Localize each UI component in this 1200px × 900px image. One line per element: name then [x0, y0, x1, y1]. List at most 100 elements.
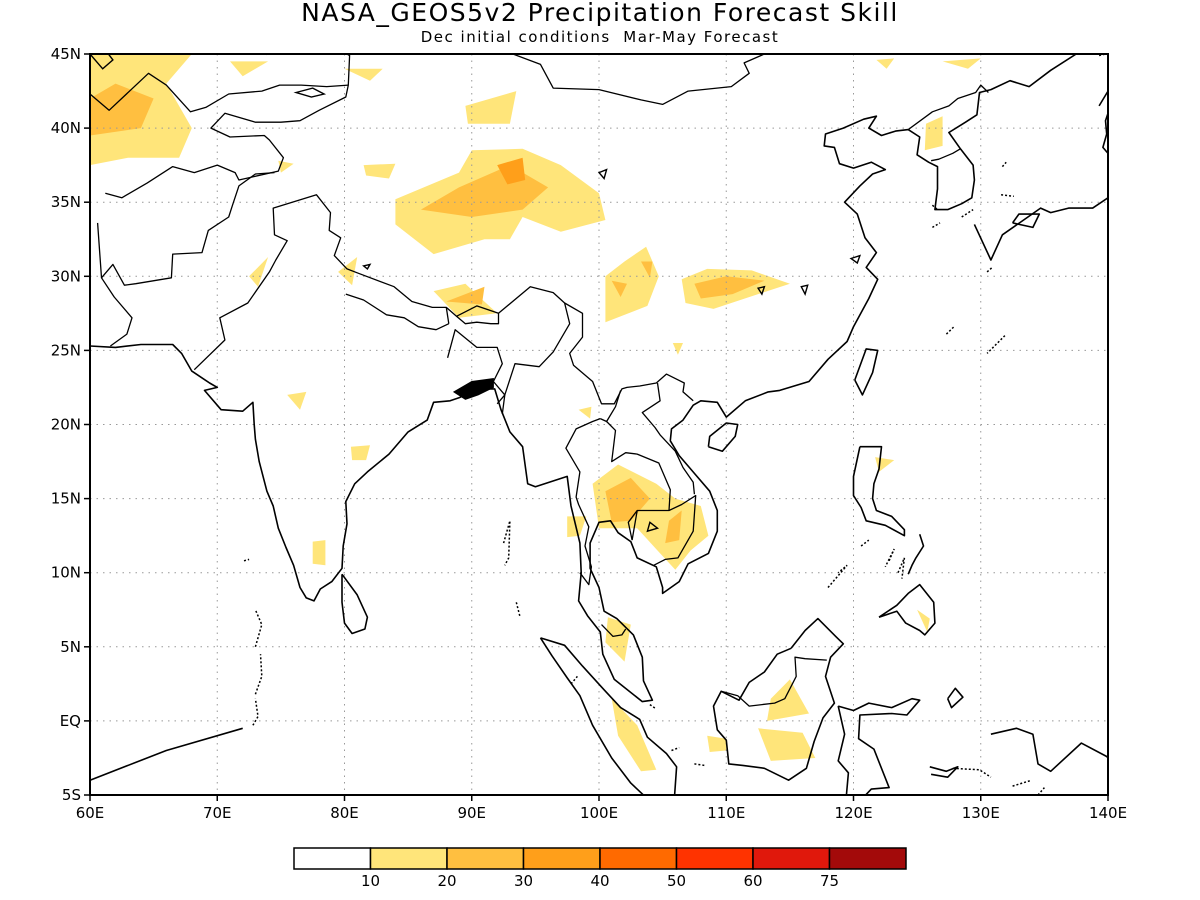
filled-land-layer	[452, 378, 494, 400]
lat-tick-label: 35N	[51, 193, 81, 211]
lat-tick-label: EQ	[60, 712, 81, 730]
coastline	[341, 573, 369, 635]
country-border	[907, 84, 989, 131]
country-border	[96, 171, 275, 286]
colorbar-swatch	[369, 847, 448, 870]
country-border	[193, 194, 571, 405]
island-outline	[649, 703, 657, 710]
country-border	[641, 382, 696, 495]
country-border	[627, 510, 638, 541]
lon-tick-label: 90E	[457, 804, 486, 822]
skill-region-level-1	[350, 445, 370, 461]
country-border	[345, 293, 450, 331]
map-subtitle: Dec initial conditions Mar-May Forecast	[420, 28, 780, 46]
island-outline	[1001, 194, 1014, 198]
country-border	[601, 624, 627, 638]
country-border	[721, 656, 827, 707]
lake-outline	[90, 54, 114, 70]
lon-tick-label: 60E	[76, 804, 105, 822]
coastline	[854, 348, 879, 396]
island-outline	[827, 564, 848, 588]
lat-tick-label: 5S	[62, 786, 81, 804]
lon-tick-label: 130E	[962, 804, 1000, 822]
island-outline	[932, 222, 941, 229]
skill-region-level-3	[497, 157, 526, 185]
lat-tick-label: 45N	[51, 45, 81, 63]
lat-tick-label: 25N	[51, 341, 81, 359]
island-outline	[986, 335, 1006, 354]
island-outline	[515, 602, 521, 618]
coastline-layer	[90, 42, 1108, 815]
skill-region-level-1	[465, 91, 517, 124]
skill-region-level-1	[758, 728, 816, 761]
country-border	[445, 307, 450, 324]
coastline	[907, 533, 925, 575]
country-border	[653, 494, 697, 566]
lon-tick-label: 140E	[1089, 804, 1127, 822]
colorbar-swatch	[522, 847, 601, 870]
skill-region-level-2	[694, 276, 765, 299]
country-border	[446, 329, 506, 415]
island-outline	[931, 204, 938, 211]
skill-region-level-1	[312, 540, 326, 566]
colorbar-label: 20	[437, 872, 456, 890]
island-outline	[860, 539, 870, 547]
colorbar-label: 10	[361, 872, 380, 890]
skill-region-level-1	[767, 679, 809, 721]
colorbar-swatch	[293, 847, 372, 870]
colorbar-swatch	[599, 847, 678, 870]
colorbar-swatch	[828, 847, 907, 870]
gridlines	[90, 54, 1108, 795]
coastline	[929, 765, 959, 779]
lat-tick-label: 10N	[51, 564, 81, 582]
skill-region-level-1	[605, 617, 631, 662]
lake-outline	[800, 284, 809, 296]
lake-outline	[756, 285, 766, 296]
lon-tick-label: 100E	[580, 804, 618, 822]
lat-tick-label: 40N	[51, 119, 81, 137]
lake-outline	[293, 87, 327, 98]
coastline	[973, 113, 1108, 261]
lon-tick-label: 70E	[203, 804, 232, 822]
lon-tick-label: 110E	[707, 804, 745, 822]
skill-region-level-1	[249, 257, 269, 287]
island-outline	[502, 520, 511, 566]
skill-region-level-1	[578, 406, 592, 419]
skill-region-level-1	[338, 257, 358, 286]
coastline	[90, 727, 243, 781]
colorbar-label: 40	[590, 872, 609, 890]
country-border	[382, 54, 384, 55]
island-outline	[986, 266, 993, 273]
coastline	[946, 687, 964, 709]
colorbar-label: 30	[514, 872, 533, 890]
island-outline	[671, 746, 680, 752]
lat-tick-label: 20N	[51, 416, 81, 434]
skill-region-level-1	[942, 58, 981, 69]
skill-region-level-2	[90, 83, 154, 136]
island-outline	[243, 558, 250, 562]
skill-region-level-1	[924, 116, 943, 151]
country-border	[90, 72, 349, 113]
skill-region-level-1	[363, 163, 396, 179]
coastline	[837, 697, 921, 795]
island-outline	[570, 675, 578, 685]
country-border	[135, 42, 148, 47]
colorbar-label: 50	[667, 872, 686, 890]
skill-region-level-1	[278, 160, 294, 173]
lon-tick-label: 80E	[330, 804, 359, 822]
skill-region-level-1	[672, 343, 683, 355]
country-border	[100, 277, 133, 347]
skill-region-level-2	[446, 286, 485, 305]
country-border	[105, 54, 351, 199]
filled-land-patch	[452, 378, 494, 400]
coastline	[90, 54, 1077, 703]
skill-region-level-1	[707, 735, 727, 752]
country-border	[606, 421, 671, 541]
island-outline	[694, 763, 705, 767]
skill-region-level-1	[605, 246, 659, 323]
coastline	[666, 808, 707, 815]
map-title: NASA_GEOS5v2 Precipitation Forecast Skil…	[301, 0, 899, 27]
skill-region-level-1	[876, 58, 895, 69]
coastline	[878, 583, 936, 636]
